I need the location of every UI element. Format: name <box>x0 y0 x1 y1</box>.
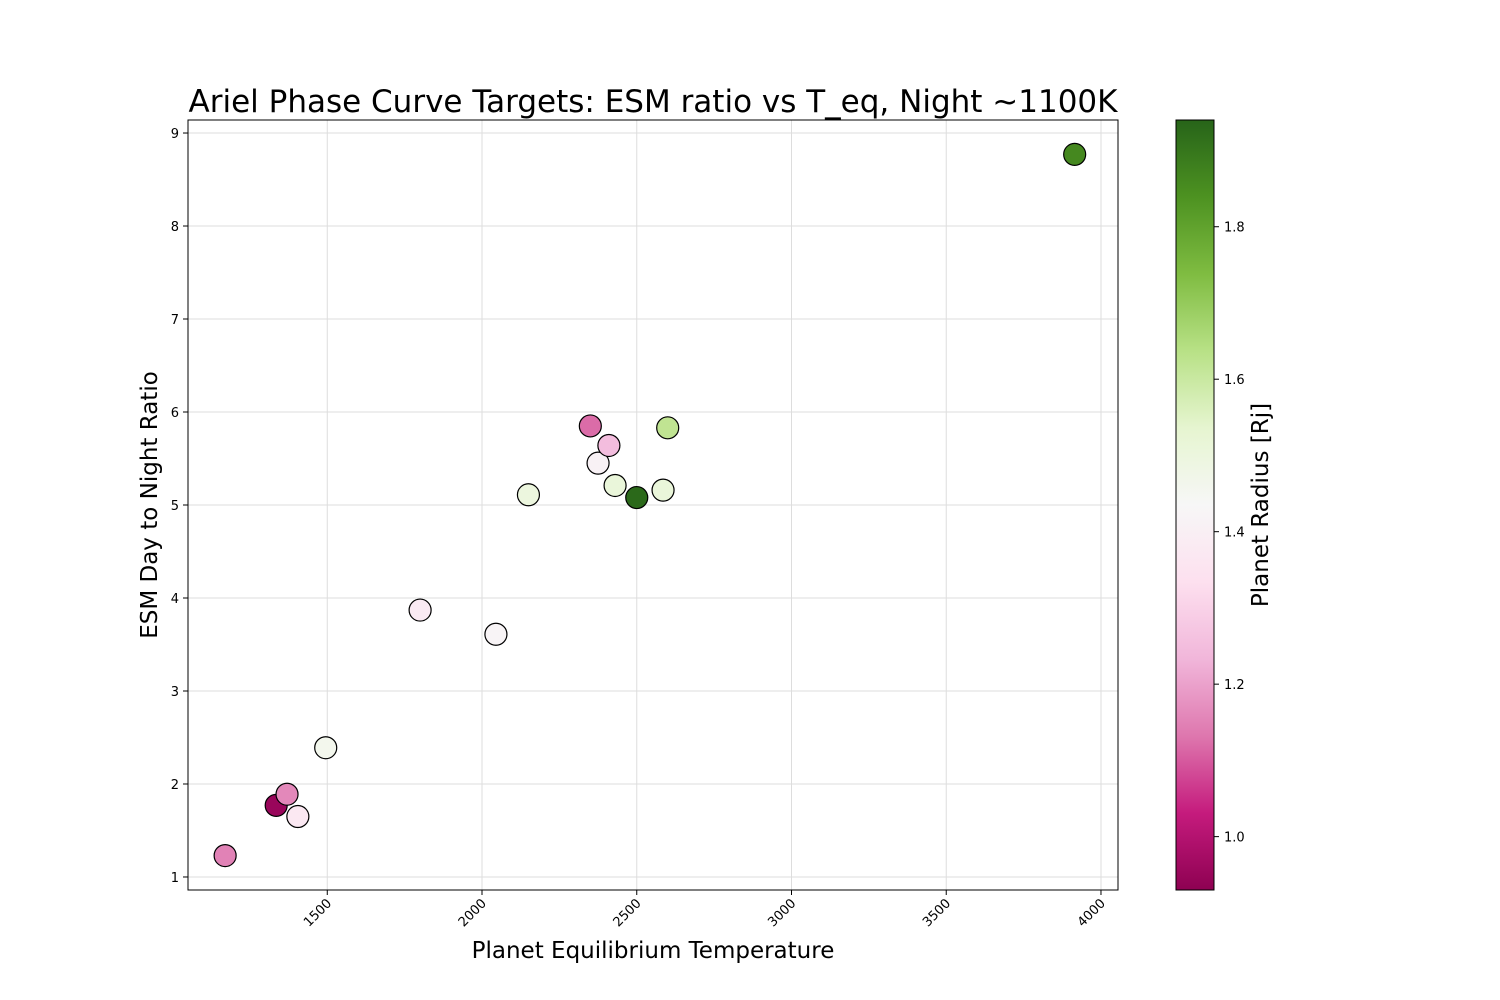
y-tick-label: 8 <box>171 220 179 235</box>
data-point <box>275 782 299 806</box>
data-point <box>213 843 237 868</box>
x-tick-label: 2000 <box>456 896 490 930</box>
y-tick-label: 6 <box>171 406 179 421</box>
x-tick-label: 2500 <box>611 896 645 930</box>
data-point <box>516 483 541 507</box>
x-tick-label: 4000 <box>1075 896 1109 930</box>
x-axis-label: Planet Equilibrium Temperature <box>472 938 835 964</box>
data-point <box>286 804 310 829</box>
x-axis: 1500 2000 2500 3000 3500 4000 <box>301 890 1109 930</box>
y-tick-label: 5 <box>171 499 179 514</box>
y-tick-label: 7 <box>171 313 179 328</box>
y-tick-label: 9 <box>171 127 179 142</box>
colorbar-label: Planet Radius [Rj] <box>1248 403 1274 607</box>
data-point <box>656 416 680 440</box>
colorbar-tick-label: 1.4 <box>1224 526 1245 541</box>
data-point <box>586 451 610 475</box>
data-point <box>484 622 508 646</box>
data-point <box>625 485 649 510</box>
data-point <box>603 473 627 498</box>
data-point <box>1063 142 1087 167</box>
data-points <box>213 142 1087 868</box>
y-tick-label: 2 <box>171 778 179 793</box>
y-tick-label: 3 <box>171 685 179 700</box>
colorbar-tick-label: 1.6 <box>1224 373 1245 388</box>
y-axis-label: ESM Day to Night Ratio <box>137 371 163 639</box>
data-point <box>314 736 338 760</box>
y-axis: 1 2 3 4 5 6 7 8 9 <box>171 127 188 886</box>
colorbar-tick-label: 1.0 <box>1224 831 1245 846</box>
grid <box>188 120 1118 890</box>
data-point <box>408 598 432 622</box>
data-point <box>578 414 602 438</box>
x-tick-label: 1500 <box>301 896 335 930</box>
colorbar-tick-label: 1.2 <box>1224 678 1245 693</box>
colorbar <box>1175 119 1215 891</box>
data-point <box>651 478 675 502</box>
chart-title: Ariel Phase Curve Targets: ESM ratio vs … <box>189 84 1119 120</box>
x-tick-label: 3500 <box>920 896 954 930</box>
y-tick-label: 1 <box>171 871 179 886</box>
data-point <box>597 433 621 458</box>
x-tick-label: 3000 <box>765 896 799 930</box>
colorbar-tick-label: 1.8 <box>1224 221 1245 236</box>
y-tick-label: 4 <box>171 592 179 607</box>
colorbar-axis: 1.0 1.2 1.4 1.6 1.8 <box>1214 221 1245 846</box>
